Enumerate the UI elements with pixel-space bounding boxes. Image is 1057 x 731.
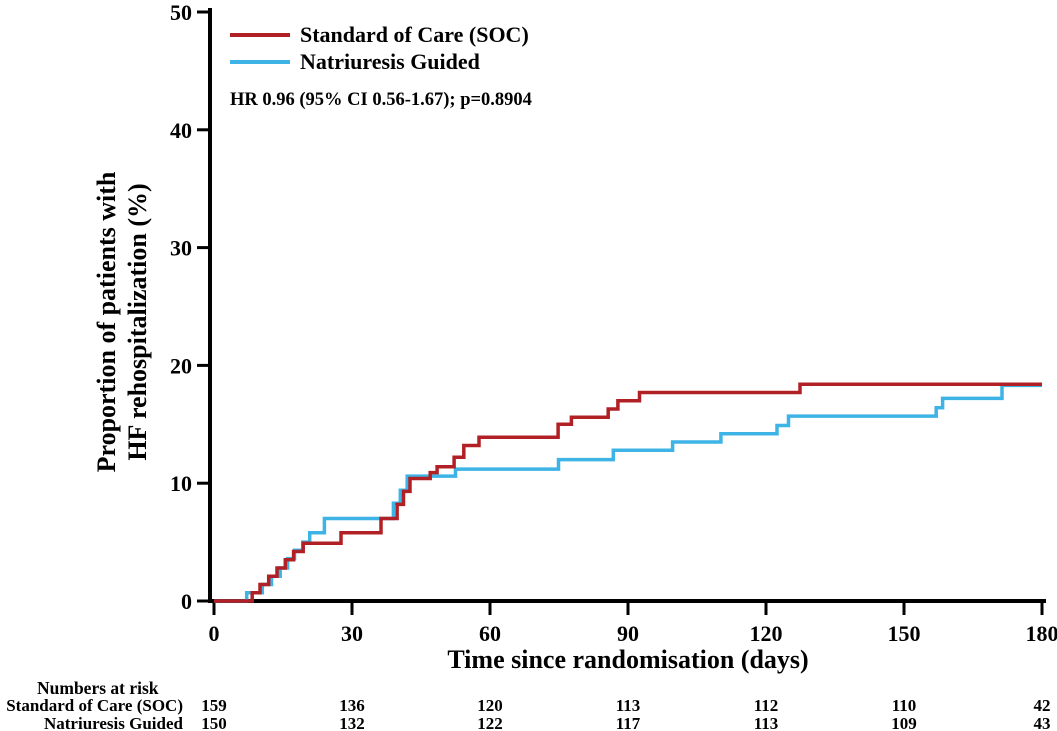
soc-curve (214, 382, 1042, 603)
x-tick-label: 150 (888, 621, 921, 646)
hazard-ratio-annotation: HR 0.96 (95% CI 0.56-1.67); p=0.8904 (230, 90, 532, 110)
y-axis-title-line2: HF rehospitalization (%) (123, 183, 152, 461)
natriuresis-curve (214, 383, 1042, 603)
legend-item-natriuresis: Natriuresis Guided (230, 48, 529, 75)
x-tick-label: 60 (479, 621, 501, 646)
x-tick-label: 120 (750, 621, 783, 646)
y-axis-title-line1: Proportion of patients with (92, 171, 121, 473)
x-tick-label: 0 (209, 621, 220, 646)
y-tick-label: 40 (170, 118, 192, 143)
legend-label-soc: Standard of Care (SOC) (300, 21, 529, 47)
legend-label-natriuresis: Natriuresis Guided (300, 48, 480, 74)
natriuresis-line-swatch (230, 59, 290, 64)
x-tick-label: 90 (617, 621, 639, 646)
x-tick-label: 180 (1026, 621, 1057, 646)
legend: Standard of Care (SOC) Natriuresis Guide… (230, 21, 529, 75)
y-tick-label: 30 (170, 236, 192, 261)
legend-item-soc: Standard of Care (SOC) (230, 21, 529, 48)
soc-line-swatch (230, 32, 290, 37)
y-tick-label: 0 (181, 589, 192, 614)
x-tick-label: 30 (341, 621, 363, 646)
y-tick-label: 50 (170, 0, 192, 25)
y-axis-title: Proportion of patients with HF rehospita… (91, 172, 153, 473)
x-axis-title: Time since randomisation (days) (447, 645, 809, 674)
y-tick-label: 20 (170, 353, 192, 378)
y-tick-label: 10 (170, 471, 192, 496)
